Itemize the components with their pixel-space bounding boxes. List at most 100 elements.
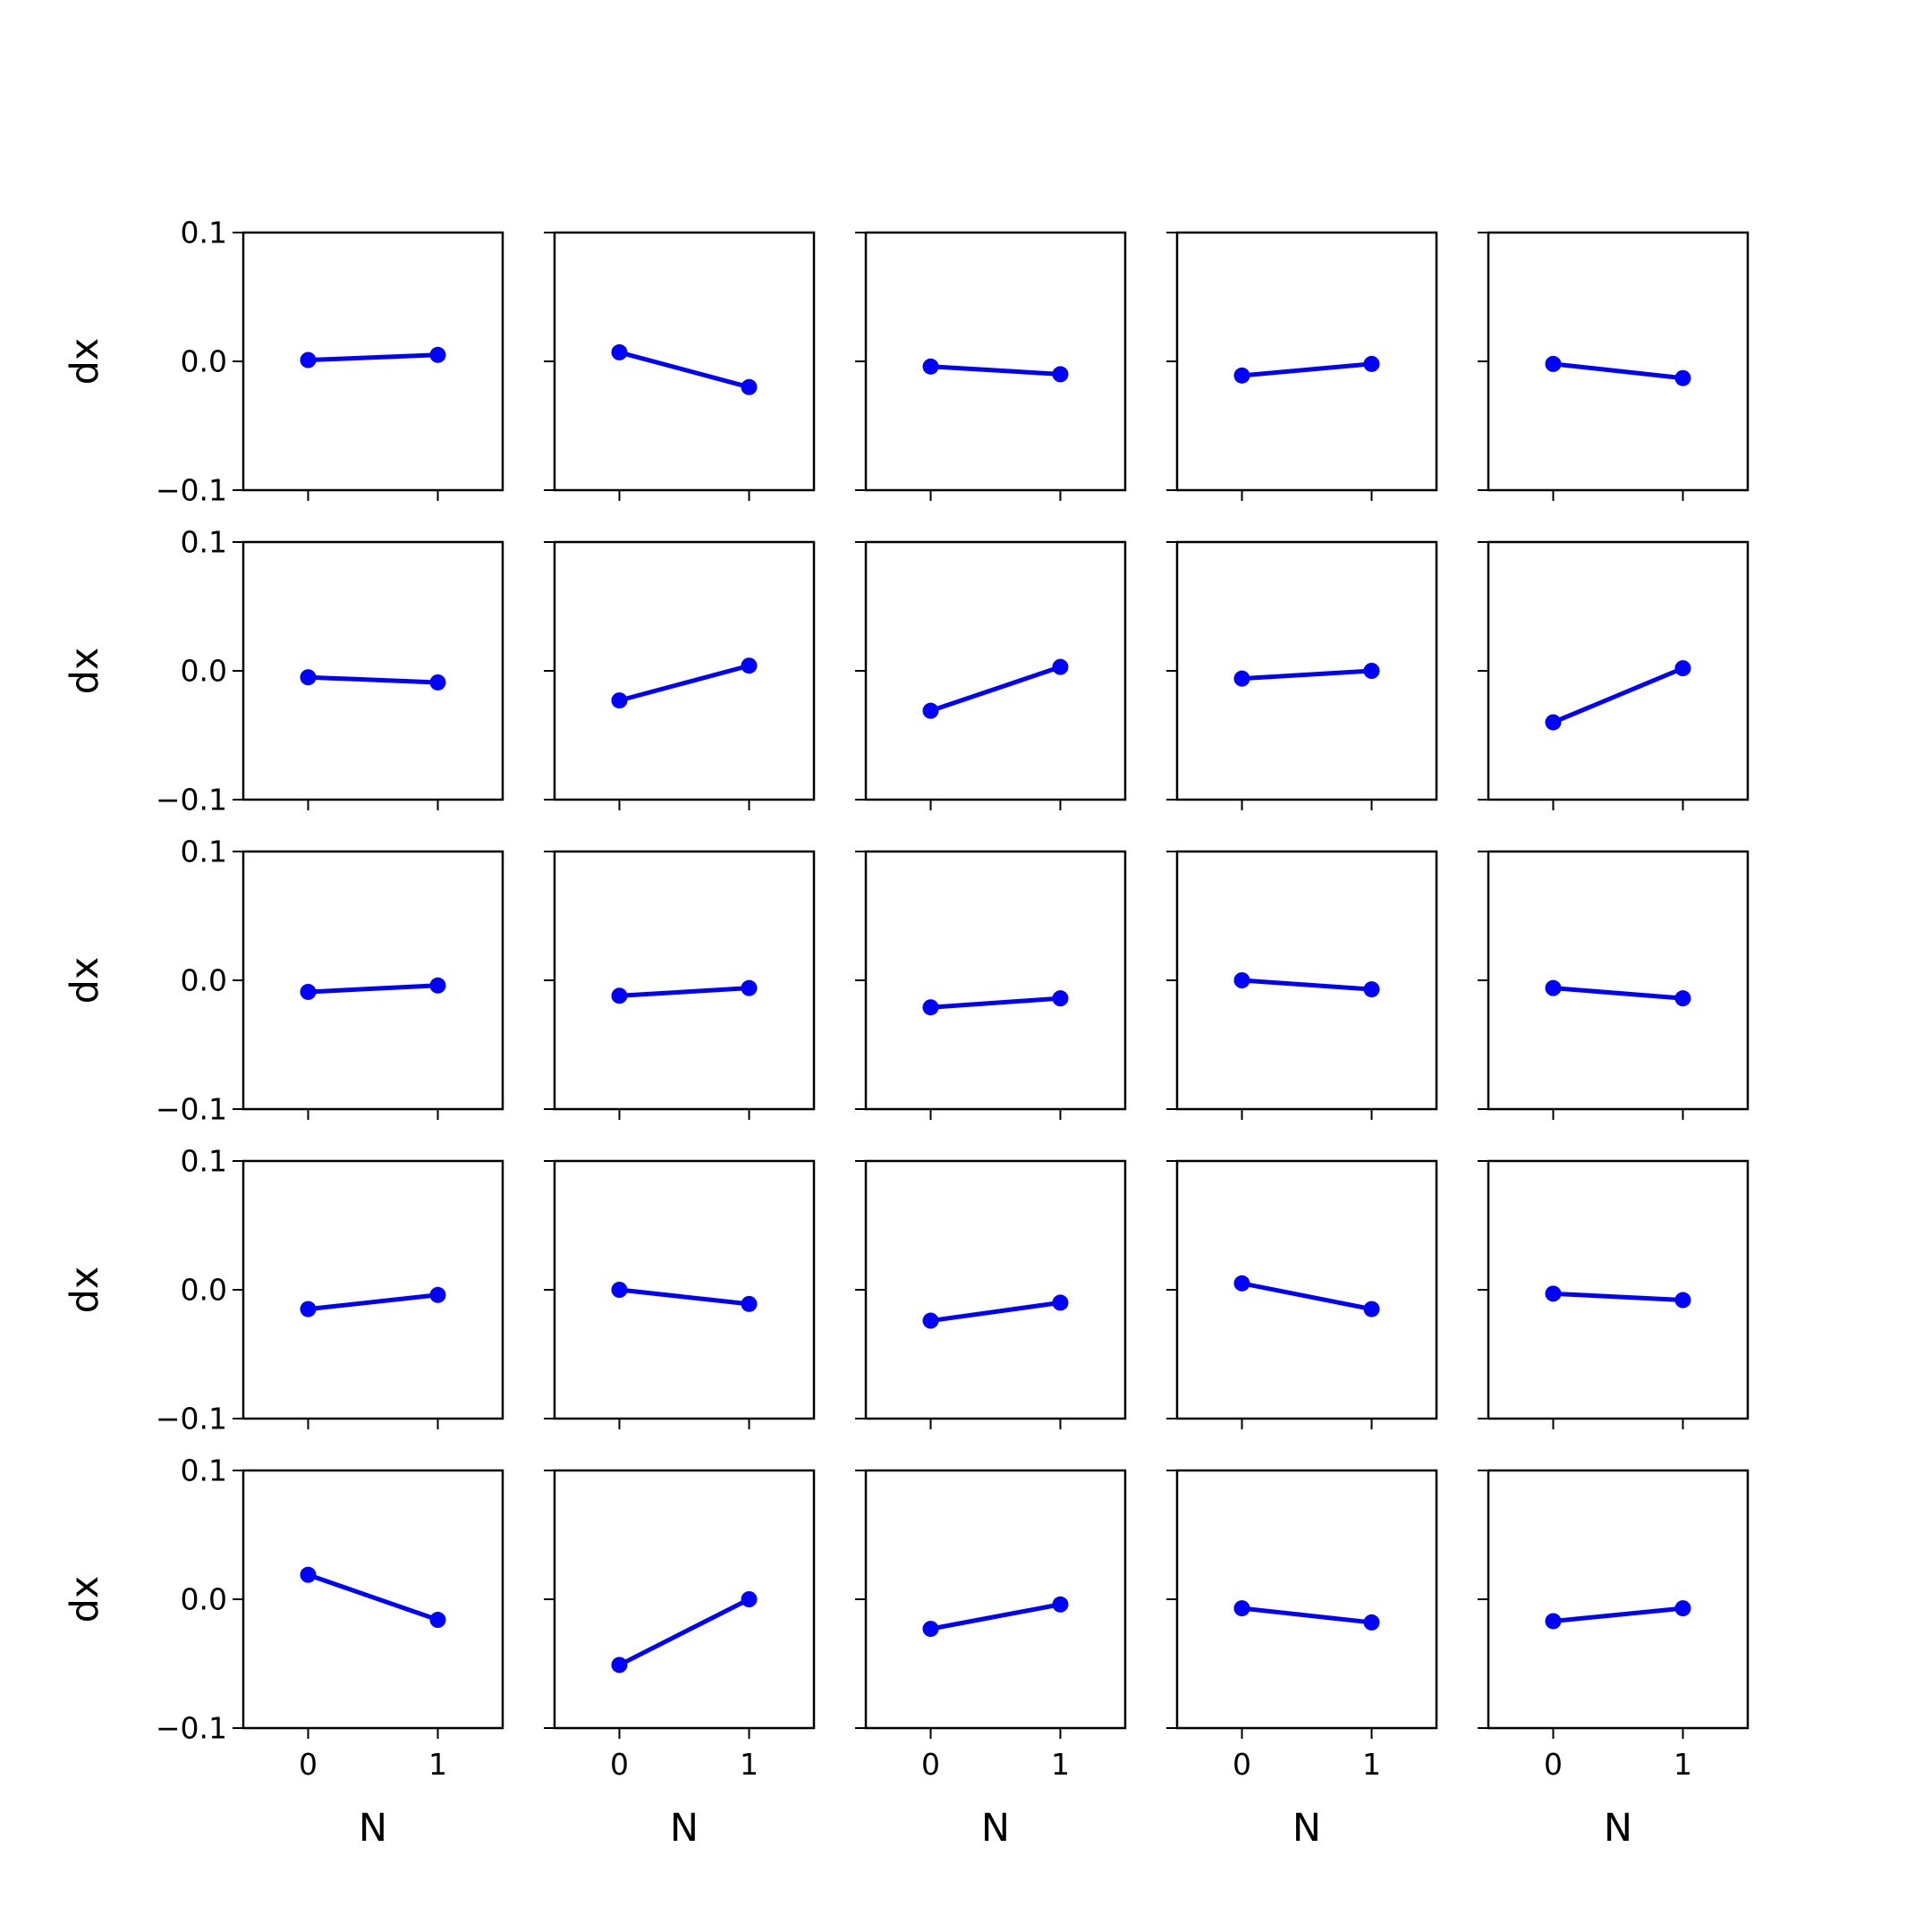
axes-frame — [1175, 540, 1438, 801]
subplot-r3-c2 — [544, 850, 816, 1120]
series-line — [306, 1572, 440, 1623]
data-point — [611, 692, 628, 709]
series-line — [1551, 361, 1685, 381]
series-line — [306, 983, 440, 995]
subplot-r5-c5: 0 1 N — [1478, 1469, 1750, 1851]
data-point — [429, 1286, 446, 1303]
subplot-r4-c2 — [544, 1159, 816, 1429]
series-line — [928, 364, 1063, 377]
series-line — [306, 674, 440, 685]
y-tick-label: −0.1 — [156, 783, 227, 818]
subplot-r5-c2: 0 1 N — [544, 1469, 816, 1851]
axes-frame — [864, 1469, 1127, 1730]
y-tick-label: 0.0 — [181, 344, 227, 379]
axes-frame — [864, 540, 1127, 801]
data-point — [611, 1282, 628, 1298]
axes-frame — [1487, 850, 1750, 1111]
series-line — [928, 1602, 1063, 1631]
x-tick-label: 0 — [1544, 1747, 1563, 1782]
x-axis-label: N — [1292, 1806, 1321, 1851]
x-tick-label: 1 — [1362, 1747, 1381, 1782]
data-point — [741, 979, 758, 996]
axes-frame — [1487, 231, 1750, 492]
series-line — [1240, 1281, 1374, 1312]
x-tick-label: 0 — [921, 1747, 940, 1782]
series-line — [928, 665, 1063, 714]
axes-frame — [1175, 850, 1438, 1111]
data-point — [922, 999, 939, 1016]
axes-frame — [1487, 1469, 1750, 1730]
series-line — [1551, 1606, 1685, 1623]
data-point — [1674, 990, 1691, 1007]
data-point — [1052, 366, 1069, 383]
data-point — [1233, 1600, 1250, 1617]
data-point — [611, 343, 628, 360]
series-line — [617, 663, 751, 703]
subplot-r4-c1: −0.1 0.0 0.1 dx — [63, 1144, 504, 1436]
data-point — [741, 1295, 758, 1312]
axes-frame — [553, 1159, 816, 1420]
y-tick-label: 0.1 — [181, 525, 227, 560]
y-tick-label: 0.1 — [181, 1144, 227, 1179]
data-point — [922, 1621, 939, 1638]
y-axis-label: dx — [63, 338, 107, 386]
subplot-r5-c1: −0.1 0.0 0.1 0 1 dx N — [63, 1453, 504, 1851]
data-point — [1233, 367, 1250, 384]
subplot-r4-c3 — [855, 1159, 1127, 1429]
data-point — [611, 987, 628, 1004]
y-axis-label: dx — [63, 648, 107, 695]
data-point — [300, 669, 317, 686]
y-tick-label: 0.0 — [181, 963, 227, 998]
data-point — [611, 1657, 628, 1674]
x-tick-label: 0 — [299, 1747, 318, 1782]
data-point — [1545, 1613, 1562, 1630]
y-tick-label: 0.0 — [181, 1582, 227, 1617]
data-point — [1674, 1292, 1691, 1309]
data-point — [429, 346, 446, 363]
y-tick-label: −0.1 — [156, 473, 227, 508]
axes-frame — [242, 540, 504, 801]
data-point — [1674, 660, 1691, 677]
subplot-r3-c4 — [1166, 850, 1438, 1120]
data-point — [1545, 979, 1562, 996]
series-line — [1551, 986, 1685, 1001]
data-point — [741, 378, 758, 395]
axes-frame — [242, 231, 504, 492]
series-line — [1240, 668, 1374, 682]
x-axis-label: N — [981, 1806, 1010, 1851]
data-point — [741, 1591, 758, 1607]
x-tick-label: 1 — [1051, 1747, 1070, 1782]
axes-frame — [1487, 1159, 1750, 1420]
subplot-r5-c3: 0 1 N — [855, 1469, 1127, 1851]
data-point — [922, 702, 939, 719]
y-tick-label: 0.0 — [181, 654, 227, 689]
axes-frame — [864, 231, 1127, 492]
subplot-r1-c1: −0.1 0.0 0.1 dx — [63, 216, 504, 508]
data-point — [1233, 1275, 1250, 1292]
series-line — [306, 1292, 440, 1312]
data-point — [741, 657, 758, 674]
data-point — [1545, 1285, 1562, 1302]
axes-frame — [864, 850, 1127, 1111]
axes-frame — [553, 850, 816, 1111]
x-axis-label: N — [670, 1806, 699, 1851]
data-point — [300, 1566, 317, 1583]
subplot-r2-c3 — [855, 540, 1127, 810]
axes-frame — [242, 850, 504, 1111]
subplot-r3-c3 — [855, 850, 1127, 1120]
data-point — [1052, 658, 1069, 675]
axes-frame — [553, 1469, 816, 1730]
data-point — [922, 1312, 939, 1329]
series-line — [617, 1597, 751, 1667]
data-point — [300, 352, 317, 369]
axes-frame — [553, 231, 816, 492]
x-tick-label: 1 — [740, 1747, 758, 1782]
series-line — [617, 350, 751, 390]
series-line — [1240, 1606, 1374, 1625]
axes-frame — [864, 1159, 1127, 1420]
subplot-r2-c5 — [1478, 540, 1750, 810]
axes-frame — [1175, 231, 1438, 492]
data-point — [1052, 990, 1069, 1007]
subplot-r3-c1: −0.1 0.0 0.1 dx — [63, 835, 504, 1127]
